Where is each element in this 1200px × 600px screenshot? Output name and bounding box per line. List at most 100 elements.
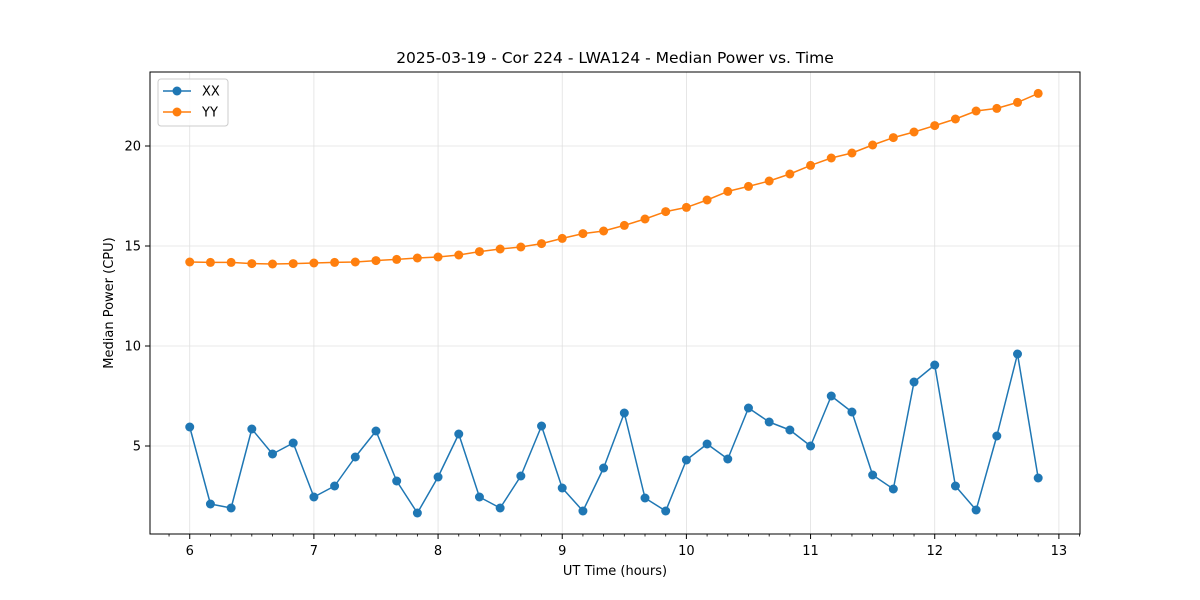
data-point-yy — [971, 106, 981, 116]
data-point-yy — [433, 252, 443, 262]
data-point-yy — [702, 195, 712, 205]
y-tick-label: 5 — [133, 440, 141, 455]
data-point-xx — [330, 481, 340, 491]
x-tick-label: 10 — [678, 544, 695, 559]
y-tick-label: 20 — [124, 140, 141, 155]
data-point-xx — [578, 506, 588, 516]
data-point-yy — [516, 242, 526, 252]
data-point-xx — [557, 483, 567, 493]
data-point-yy — [330, 257, 340, 267]
data-point-yy — [806, 160, 816, 170]
data-point-xx — [537, 421, 547, 431]
data-point-xx — [785, 425, 795, 435]
data-point-yy — [888, 133, 898, 143]
data-point-yy — [185, 257, 195, 267]
x-tick-label: 13 — [1051, 544, 1068, 559]
data-point-yy — [226, 257, 236, 267]
data-point-yy — [785, 169, 795, 179]
data-point-xx — [474, 492, 484, 502]
data-point-xx — [1013, 349, 1023, 359]
data-point-yy — [309, 258, 319, 268]
data-point-xx — [371, 426, 381, 436]
data-point-yy — [847, 148, 857, 158]
data-point-xx — [661, 506, 671, 516]
legend-label-xx: XX — [202, 85, 220, 100]
data-point-yy — [764, 176, 774, 186]
series-xx — [185, 349, 1043, 518]
x-axis-ticks: 6 7 8 9 10 11 12 13 — [168, 534, 1080, 559]
data-point-xx — [909, 377, 919, 387]
data-point-yy — [205, 257, 215, 267]
plot-series — [185, 88, 1043, 518]
data-point-xx — [806, 441, 816, 451]
data-point-xx — [185, 422, 195, 432]
data-point-xx — [392, 476, 402, 486]
data-point-yy — [247, 259, 257, 269]
series-yy — [185, 88, 1043, 269]
data-point-xx — [640, 493, 650, 503]
data-point-yy — [681, 202, 691, 212]
data-point-yy — [371, 256, 381, 266]
data-point-xx — [268, 449, 278, 459]
data-point-yy — [537, 239, 547, 249]
data-point-yy — [454, 250, 464, 260]
data-point-yy — [578, 229, 588, 239]
x-tick-label: 8 — [434, 544, 442, 559]
data-point-xx — [723, 454, 733, 464]
data-point-xx — [992, 431, 1002, 441]
data-point-yy — [350, 257, 360, 267]
data-point-xx — [226, 503, 236, 513]
data-point-yy — [392, 254, 402, 264]
data-point-yy — [495, 244, 505, 254]
legend-marker-yy — [172, 107, 182, 117]
data-point-yy — [1033, 88, 1043, 98]
legend-entry-xx: XX — [163, 85, 220, 100]
x-tick-label: 11 — [802, 544, 819, 559]
x-tick-label: 12 — [926, 544, 943, 559]
y-tick-label: 15 — [124, 240, 141, 255]
data-point-xx — [743, 403, 753, 413]
data-point-xx — [454, 429, 464, 439]
legend-label-yy: YY — [201, 106, 218, 121]
data-point-yy — [743, 181, 753, 191]
data-point-xx — [599, 463, 609, 473]
data-point-xx — [205, 499, 215, 509]
x-axis-label: UT Time (hours) — [563, 564, 667, 579]
data-point-xx — [764, 417, 774, 427]
x-tick-label: 7 — [310, 544, 318, 559]
data-point-xx — [888, 484, 898, 494]
data-point-yy — [640, 214, 650, 224]
data-point-xx — [619, 408, 629, 418]
data-point-yy — [723, 186, 733, 196]
plot-area-frame — [149, 71, 1081, 535]
chart-title: 2025-03-19 - Cor 224 - LWA124 - Median P… — [396, 49, 834, 67]
data-point-yy — [412, 253, 422, 263]
data-point-yy — [268, 259, 278, 269]
y-axis-ticks: 5 10 15 20 — [124, 140, 150, 455]
data-point-yy — [992, 103, 1002, 113]
data-point-xx — [847, 407, 857, 417]
data-point-xx — [412, 508, 422, 518]
data-point-xx — [950, 481, 960, 491]
data-point-yy — [1013, 97, 1023, 107]
data-point-xx — [1033, 473, 1043, 483]
data-point-xx — [681, 455, 691, 465]
data-point-yy — [930, 121, 940, 131]
legend: XX YY — [157, 78, 229, 127]
data-point-xx — [288, 438, 298, 448]
data-point-yy — [619, 220, 629, 230]
data-point-xx — [350, 452, 360, 462]
data-point-yy — [868, 140, 878, 150]
data-point-xx — [702, 439, 712, 449]
y-axis-label: Median Power (CPU) — [102, 237, 117, 368]
data-point-xx — [247, 424, 257, 434]
data-point-yy — [909, 127, 919, 137]
data-point-yy — [661, 207, 671, 217]
data-point-yy — [950, 114, 960, 124]
data-point-xx — [433, 472, 443, 482]
legend-entry-yy: YY — [163, 106, 218, 121]
x-tick-label: 9 — [558, 544, 566, 559]
data-point-yy — [599, 226, 609, 236]
data-point-yy — [288, 259, 298, 269]
